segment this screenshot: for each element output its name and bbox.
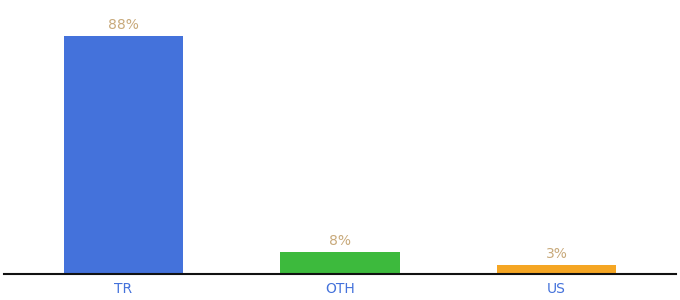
Text: 88%: 88% [108, 18, 139, 32]
Bar [497, 266, 616, 274]
Bar [280, 252, 400, 274]
Text: 8%: 8% [329, 234, 351, 248]
Text: 3%: 3% [546, 248, 568, 261]
Bar [64, 37, 183, 274]
